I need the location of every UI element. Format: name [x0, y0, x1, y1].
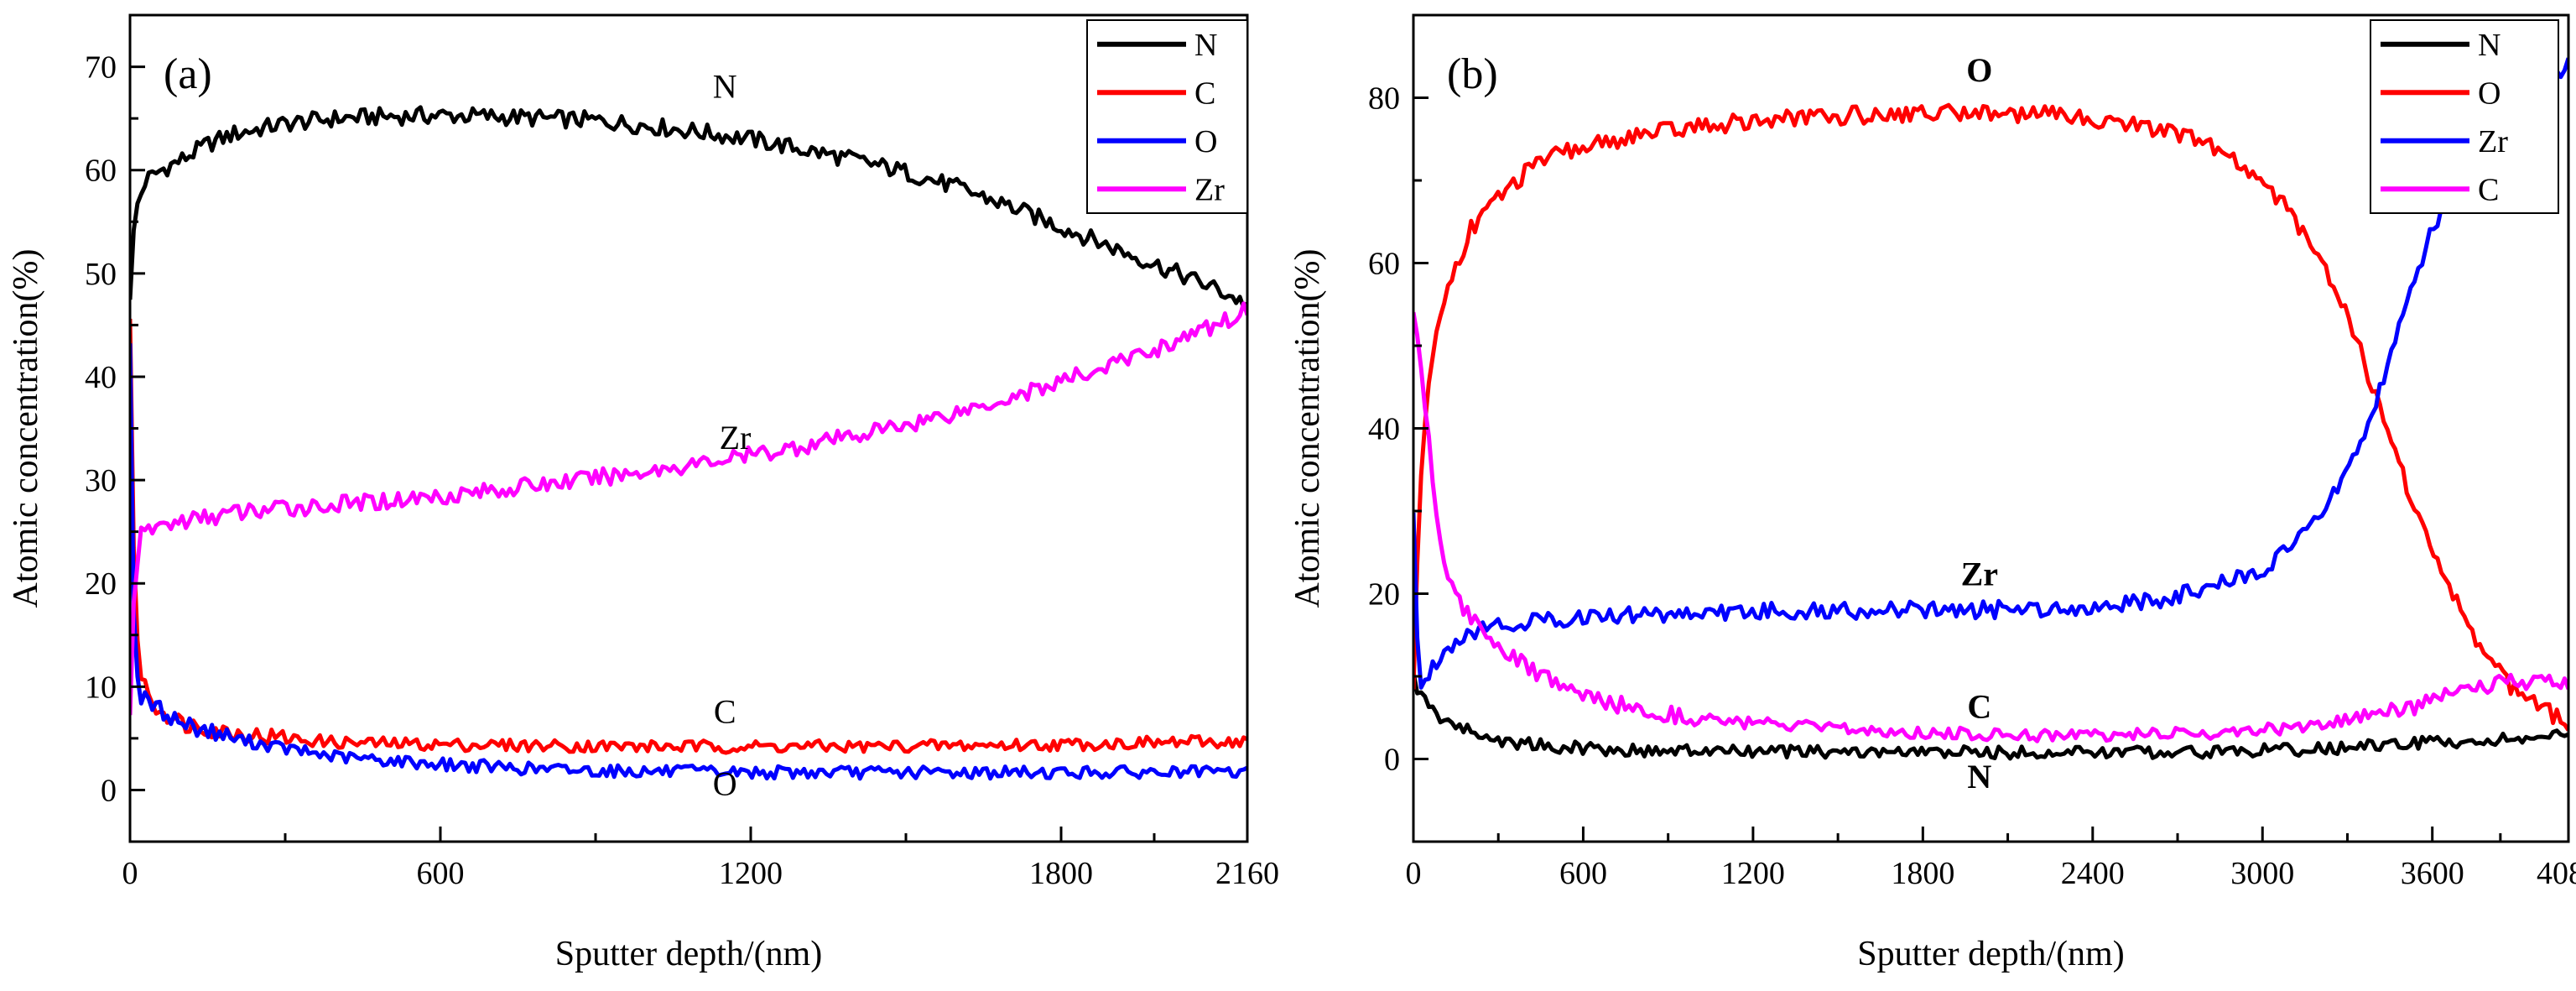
legend-label-n: N	[2478, 28, 2501, 63]
curve-annotation: N	[1967, 758, 1991, 795]
x-tick-label: 3600	[2401, 856, 2464, 891]
legend: NO Zr C	[2370, 19, 2559, 214]
series-line-n	[130, 105, 1247, 310]
x-tick-label: 1800	[1029, 856, 1093, 891]
series-line-c	[1413, 311, 2568, 743]
y-tick-label: 0	[101, 773, 117, 808]
x-tick-label: 1200	[1721, 856, 1785, 891]
series-line-c	[130, 318, 1247, 755]
legend-label-o: O	[2478, 76, 2501, 111]
legend-label-zr: Zr	[2478, 124, 2508, 159]
x-tick-label: 0	[1406, 856, 1422, 891]
legend-label-zr: Zr	[1194, 172, 1225, 207]
panel-label: (a)	[164, 50, 212, 98]
legend-box	[1086, 19, 1248, 214]
y-tick-label: 40	[85, 360, 117, 395]
x-tick-label: 600	[1559, 856, 1607, 891]
legend-label-o: O	[1194, 124, 1217, 159]
y-tick-label: 60	[85, 154, 117, 189]
plot-frame	[128, 13, 1249, 843]
y-tick-label: 50	[85, 257, 117, 292]
x-tick-label: 1200	[719, 856, 783, 891]
legend-label-c: C	[1194, 76, 1215, 111]
y-tick-label: 40	[1368, 412, 1400, 447]
x-tick-label: 0	[122, 856, 138, 891]
panel-label: (b)	[1447, 50, 1498, 98]
x-axis-label: Sputter depth/(nm)	[555, 935, 822, 973]
x-axis-label: Sputter depth/(nm)	[1857, 935, 2124, 973]
series-line-o	[1413, 102, 2568, 732]
legend-box	[2370, 19, 2559, 214]
chart-panel-a: 0 600 1200 1800 2160 0 10 20 30 40 50 60 70 Sputter d…	[7, 13, 1279, 973]
legend-label-c: C	[2478, 172, 2499, 207]
series-group	[1413, 57, 2568, 761]
x-tick-label: 2400	[2061, 856, 2125, 891]
chart-panel-b: 0 600 1200 1800 2400 3000 3600 4081 0 20 40 60 80 Spu…	[1288, 13, 2576, 973]
curve-annotation: Zr	[1961, 555, 1998, 593]
series-line-n	[1413, 671, 2568, 761]
x-tick-label: 600	[417, 856, 465, 891]
curve-annotation: O	[1966, 51, 1992, 89]
series-line-o	[130, 343, 1247, 781]
curve-annotation: C	[1967, 687, 1991, 725]
curve-annotation: C	[714, 692, 736, 730]
series-group	[130, 105, 1247, 781]
y-tick-label: 20	[85, 566, 117, 602]
y-tick-label: 30	[85, 463, 117, 498]
y-tick-label: 10	[85, 670, 117, 705]
y-tick-label: 70	[85, 50, 117, 86]
y-tick-label: 20	[1368, 577, 1400, 613]
x-tick-label: 2160	[1215, 856, 1279, 891]
x-tick-label: 4081	[2537, 856, 2576, 891]
x-tick-label: 3000	[2230, 856, 2294, 891]
curve-annotation: Zr	[720, 419, 752, 456]
y-axis-label: Atomic concentration(%)	[7, 249, 45, 608]
curve-annotation: O	[713, 765, 737, 803]
series-line-zr	[130, 301, 1247, 716]
legend-label-n: N	[1194, 28, 1217, 63]
series-line-zr	[1413, 57, 2568, 690]
y-tick-label: 0	[1384, 743, 1400, 778]
y-axis-label: Atomic concentration(%)	[1288, 249, 1327, 608]
legend: NCO Zr	[1086, 19, 1248, 214]
y-tick-label: 60	[1368, 247, 1400, 282]
curve-annotation: N	[713, 68, 737, 106]
x-tick-label: 1800	[1891, 856, 1954, 891]
y-tick-label: 80	[1368, 81, 1400, 117]
